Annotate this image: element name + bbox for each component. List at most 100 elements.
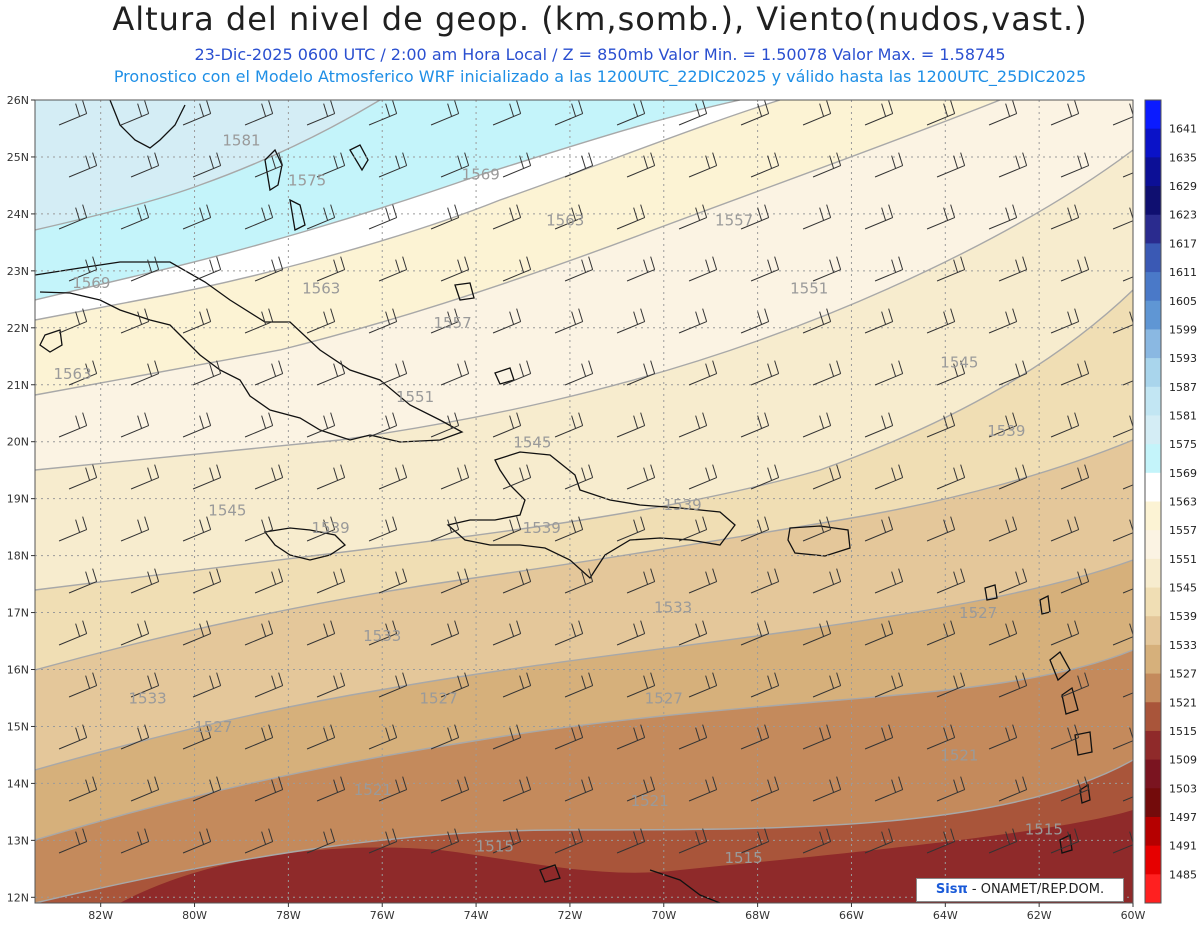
colorbar-segment [1145, 702, 1161, 732]
contour-label: 1515 [724, 849, 762, 867]
wind-barb [626, 464, 656, 490]
lat-tick-label: 15N [7, 720, 29, 733]
wind-barb [192, 152, 222, 178]
lat-tick-label: 26N [7, 94, 29, 107]
wind-barb [244, 412, 274, 438]
contour-label: 1557 [434, 314, 472, 332]
wind-barb [1050, 204, 1080, 230]
wind-barb [254, 360, 284, 386]
wind-barb [802, 412, 832, 438]
wind-barb [378, 152, 408, 178]
wind-barb [192, 568, 222, 594]
wind-barb [926, 620, 956, 646]
wind-barb [306, 724, 336, 750]
wind-barb [926, 308, 956, 334]
wind-barb [926, 828, 956, 854]
wind-barb [626, 360, 656, 386]
contour-label: 1563 [302, 280, 340, 298]
wind-barb [58, 828, 88, 854]
wind-barb [750, 464, 780, 490]
wind-barb [502, 464, 532, 490]
colorbar-segment [1145, 558, 1161, 589]
colorbar-label: 1641 [1169, 123, 1197, 136]
wind-barb [688, 152, 718, 178]
contour-label: 1515 [476, 838, 514, 856]
wind-barb [192, 776, 222, 802]
wind-barb [120, 308, 150, 334]
lat-tick-label: 14N [7, 777, 29, 790]
colorbar-segment [1145, 444, 1161, 474]
wind-barb [1050, 724, 1080, 750]
colorbar-segment [1145, 415, 1161, 445]
colorbar-label: 1605 [1169, 295, 1197, 308]
wind-barb [492, 100, 522, 126]
contour-label: 1545 [940, 354, 978, 372]
contour-label: 1551 [790, 280, 828, 298]
wind-barb [244, 516, 274, 542]
wind-barb [678, 100, 708, 126]
wind-barb [68, 672, 98, 698]
wind-barb [998, 152, 1028, 178]
wind-barb [368, 204, 398, 230]
wind-barb [874, 568, 904, 594]
colorbar-label: 1545 [1169, 582, 1197, 595]
colorbar-segment [1145, 816, 1161, 847]
wind-barb [802, 516, 832, 542]
wind-barb [1122, 692, 1133, 698]
lat-tick-label: 21N [7, 379, 29, 392]
wind-barb [616, 100, 646, 126]
colorbar-frame [1144, 99, 1162, 904]
wind-barb [874, 464, 904, 490]
contour-label: 1527 [194, 718, 232, 736]
contour-label: 1557 [715, 211, 753, 229]
wind-barb [368, 620, 398, 646]
wind-barb [936, 152, 966, 178]
wind-barb [936, 776, 966, 802]
wind-barb [740, 724, 770, 750]
colorbar-label: 1563 [1169, 496, 1197, 509]
lon-tick-label: 60W [1121, 909, 1146, 922]
lat-tick-label: 17N [7, 607, 29, 620]
contour-label: 1545 [513, 433, 551, 451]
wind-barb [1060, 152, 1090, 178]
wind-barb [802, 828, 832, 854]
wind-barb [182, 412, 212, 438]
wind-barb [554, 412, 584, 438]
wind-barb [874, 152, 904, 178]
wind-barb [182, 308, 212, 334]
colorbar-segment [1145, 272, 1161, 302]
wind-barb [182, 724, 212, 750]
wind-barb [1050, 516, 1080, 542]
wind-barb [926, 724, 956, 750]
colorbar-label: 1533 [1169, 639, 1197, 652]
contour-label: 1527 [645, 690, 683, 708]
wind-barb [502, 776, 532, 802]
wind-barb [378, 568, 408, 594]
wind-barb [1060, 464, 1090, 490]
wind-barb [864, 516, 894, 542]
colorbar-label: 1569 [1169, 467, 1197, 480]
lon-tick-label: 74W [464, 909, 489, 922]
colorbar-segment [1145, 100, 1161, 130]
contour-label: 1563 [53, 365, 91, 383]
lon-tick-label: 76W [370, 909, 395, 922]
wind-barb [440, 464, 470, 490]
chart-title: Altura del nivel de geop. (km,somb.), Vi… [112, 0, 1088, 38]
colorbar-segment [1145, 386, 1161, 416]
colorbar-label: 1503 [1169, 782, 1197, 795]
wind-barb [998, 256, 1028, 282]
wind-barb [130, 776, 160, 802]
wind-barb [1060, 360, 1090, 386]
wind-barb [120, 516, 150, 542]
wind-barb [316, 360, 346, 386]
wind-barb [988, 308, 1018, 334]
wind-barb [936, 568, 966, 594]
wind-barb [988, 412, 1018, 438]
wind-barb [554, 308, 584, 334]
wind-barb [740, 828, 770, 854]
wind-barb [988, 204, 1018, 230]
wind-barb [120, 828, 150, 854]
wind-barb [368, 828, 398, 854]
wind-barb [554, 724, 584, 750]
wind-barb [864, 204, 894, 230]
